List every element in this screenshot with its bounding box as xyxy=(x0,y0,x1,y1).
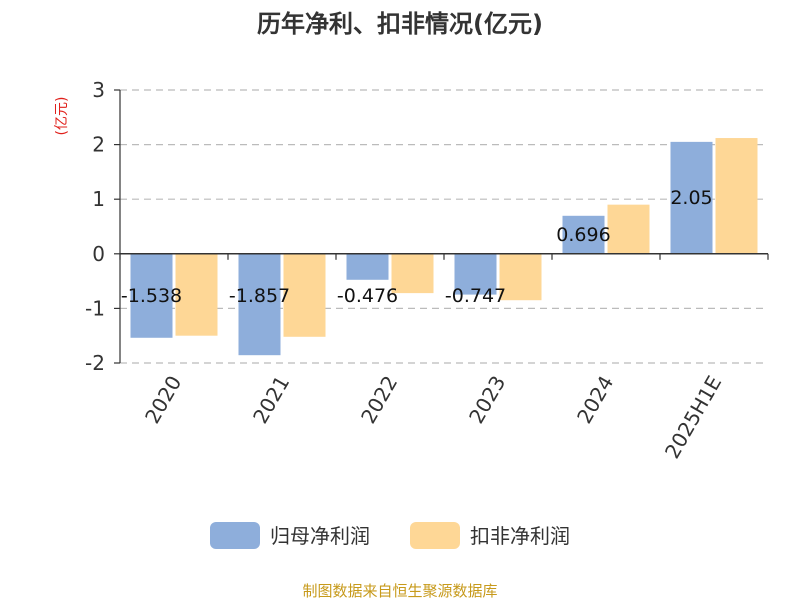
grid-lines xyxy=(120,89,768,364)
y-tick-labels: -2 -1 0 1 2 3 xyxy=(85,78,105,375)
legend-swatch[interactable] xyxy=(410,522,460,549)
bar-deducted-profit-2021[interactable] xyxy=(283,253,326,337)
bar-net-profit-2022[interactable] xyxy=(346,253,389,280)
x-tick-label: 2023 xyxy=(464,372,510,428)
x-tick-label: 2024 xyxy=(572,372,618,428)
bar-net-profit-2023[interactable] xyxy=(454,253,497,295)
data-labels: -1.538 -1.857 -0.476 -0.747 0.696 2.05 xyxy=(121,187,713,307)
y-tick-label: -2 xyxy=(85,351,105,375)
y-tick-label: 3 xyxy=(92,78,105,102)
data-label: -0.476 xyxy=(337,285,398,307)
y-tick-label: 0 xyxy=(92,242,105,266)
bar-deducted-profit-2023[interactable] xyxy=(499,253,542,301)
bar-deducted-profit-2024[interactable] xyxy=(607,204,650,254)
bar-net-profit-2020[interactable] xyxy=(130,253,173,338)
data-label: -1.857 xyxy=(229,285,290,307)
data-label: -0.747 xyxy=(445,285,506,307)
bar-deducted-profit-2020[interactable] xyxy=(175,253,218,336)
bar-net-profit-2021[interactable] xyxy=(238,253,281,356)
x-tick-labels: 2020 2021 2022 2023 2024 2025H1E xyxy=(140,372,726,463)
chart-title: 历年净利、扣非情况(亿元) xyxy=(257,10,543,38)
x-tick-label: 2025H1E xyxy=(660,372,726,463)
bar-net-profit-2024[interactable] xyxy=(562,215,605,254)
y-axis-unit-label: (亿元) xyxy=(54,97,70,136)
x-tick-label: 2020 xyxy=(140,372,186,428)
y-tick-label: 2 xyxy=(92,133,105,157)
bar-deducted-profit-2025H1E[interactable] xyxy=(715,138,758,254)
y-tick-label: 1 xyxy=(92,187,105,211)
legend-label[interactable]: 归母净利润 xyxy=(270,524,370,548)
x-tick-label: 2021 xyxy=(248,372,294,428)
bars xyxy=(130,138,758,356)
bar-net-profit-2025H1E[interactable] xyxy=(670,141,713,254)
y-tick-label: -1 xyxy=(85,296,105,320)
data-label: 2.05 xyxy=(670,187,712,209)
data-label: 0.696 xyxy=(556,224,610,246)
axes xyxy=(114,89,769,364)
data-source-note: 制图数据来自恒生聚源数据库 xyxy=(302,582,497,600)
bar-deducted-profit-2022[interactable] xyxy=(391,253,434,294)
legend-swatch[interactable] xyxy=(210,522,260,549)
x-tick-label: 2022 xyxy=(356,372,402,428)
data-label: -1.538 xyxy=(121,285,182,307)
legend-label[interactable]: 扣非净利润 xyxy=(470,524,570,548)
legend[interactable]: 归母净利润 扣非净利润 xyxy=(210,522,570,549)
